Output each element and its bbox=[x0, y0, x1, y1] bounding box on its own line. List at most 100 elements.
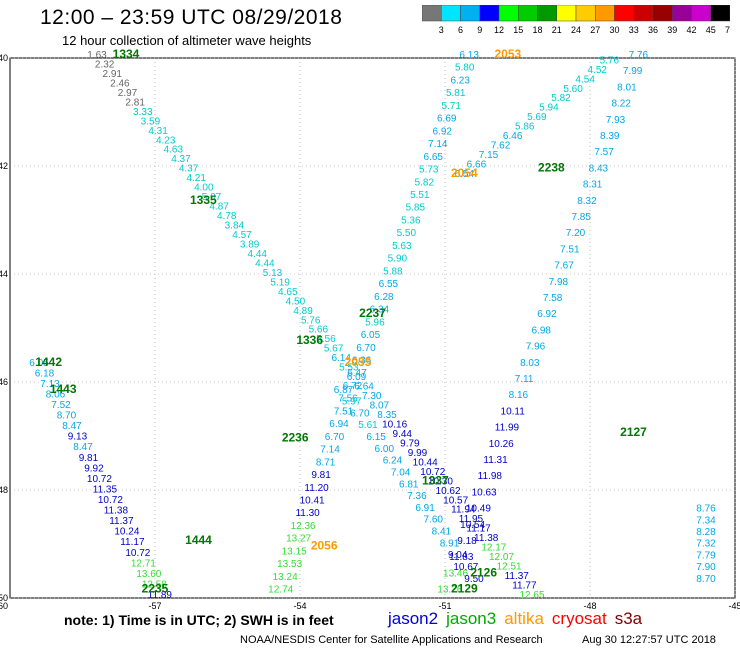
wave-height-value: 7.20 bbox=[566, 228, 586, 239]
wave-height-value: 12.74 bbox=[268, 585, 293, 596]
wave-height-value: 6.00 bbox=[375, 444, 395, 455]
latitude-tick-label: -44 bbox=[0, 269, 8, 279]
map-border bbox=[9, 57, 736, 599]
wave-height-value: 6.09 bbox=[347, 372, 367, 383]
pass-time-label: 1442 bbox=[35, 355, 62, 369]
wave-height-value: 4.37 bbox=[171, 154, 191, 165]
wave-height-value: 10.57 bbox=[443, 495, 468, 506]
wave-height-value: 6.70 bbox=[325, 432, 345, 443]
wave-height-value: 5.51 bbox=[410, 190, 430, 201]
wave-height-value: 6.47 bbox=[347, 368, 367, 379]
wave-height-value: 8.32 bbox=[577, 196, 597, 207]
wave-height-value: 7.32 bbox=[696, 539, 716, 550]
wave-height-value: 6.36 bbox=[352, 355, 372, 366]
wave-height-value: 11.31 bbox=[483, 455, 508, 466]
wave-height-value: 7.90 bbox=[696, 562, 716, 573]
wave-height-value: 11.38 bbox=[474, 533, 499, 544]
wave-height-value: 11.95 bbox=[459, 514, 484, 525]
wave-height-value: 10.72 bbox=[420, 467, 445, 478]
wave-height-value: 13.24 bbox=[273, 572, 298, 583]
pass-time-label: 2237 bbox=[359, 306, 386, 320]
pass-time-label: 1336 bbox=[296, 333, 323, 347]
map-frame bbox=[9, 57, 736, 599]
wave-height-value: 5.71 bbox=[441, 101, 461, 112]
wave-height-value: 5.56 bbox=[316, 334, 336, 345]
wave-height-value: 5.50 bbox=[397, 228, 417, 239]
wave-height-value: 7.51 bbox=[334, 406, 354, 417]
wave-height-value: 6.98 bbox=[531, 325, 551, 336]
wave-height-value: 2.91 bbox=[103, 69, 123, 80]
pass-time-label: 2054 bbox=[451, 166, 478, 180]
colorbar-label: 6 bbox=[458, 25, 463, 35]
wave-height-value: 8.41 bbox=[432, 527, 452, 538]
wave-height-value: 7.96 bbox=[526, 342, 546, 353]
wave-height-value: 12.17 bbox=[481, 543, 506, 554]
wave-height-value: 10.41 bbox=[300, 496, 325, 507]
wave-height-value: 7.79 bbox=[696, 550, 716, 561]
wave-height-value: 3.33 bbox=[133, 107, 153, 118]
footnote: note: 1) Time is in UTC; 2) SWH is in fe… bbox=[64, 612, 334, 628]
pass-time-label: 1335 bbox=[190, 193, 217, 207]
wave-height-value: 4.57 bbox=[232, 230, 252, 241]
wave-height-value: 7.58 bbox=[543, 293, 563, 304]
colorbar-label: 36 bbox=[648, 25, 658, 35]
wave-height-value: 11.30 bbox=[295, 508, 320, 519]
wave-height-value: 6.05 bbox=[361, 330, 381, 341]
pass-time-label: 1334 bbox=[113, 47, 140, 61]
wave-height-value: 5.61 bbox=[358, 420, 378, 431]
longitude-tick-label: -48 bbox=[583, 601, 596, 611]
colorbar-label: 70 bbox=[725, 25, 730, 35]
wave-height-value: 12.65 bbox=[519, 590, 544, 601]
wave-height-value: 10.30 bbox=[428, 476, 453, 487]
wave-height-value: 6.72 bbox=[343, 381, 363, 392]
wave-height-value: 6.65 bbox=[424, 152, 444, 163]
wave-height-value: 7.60 bbox=[423, 515, 443, 526]
wave-height-value: 3.84 bbox=[225, 221, 245, 232]
wave-height-value: 10.72 bbox=[125, 548, 150, 559]
wave-height-value: 7.36 bbox=[407, 491, 427, 502]
wave-height-value: 12.51 bbox=[497, 562, 522, 573]
wave-height-value: 6.55 bbox=[379, 279, 399, 290]
wave-height-value: 6.28 bbox=[374, 292, 394, 303]
wave-height-value: 5.36 bbox=[401, 215, 421, 226]
wave-height-value: 4.44 bbox=[255, 258, 275, 269]
wave-height-value: 11.99 bbox=[495, 423, 520, 434]
wave-height-value: 5.97 bbox=[342, 397, 362, 408]
wave-height-value: 13.46 bbox=[443, 568, 468, 579]
wave-height-value: 9.99 bbox=[408, 448, 428, 459]
wave-height-value: 11.94 bbox=[451, 505, 476, 516]
longitude-tick-label: -57 bbox=[148, 601, 161, 611]
wave-height-value: 7.14 bbox=[428, 139, 448, 150]
wave-height-value: 7.34 bbox=[696, 515, 716, 526]
wave-height-value: 6.70 bbox=[350, 408, 370, 419]
wave-height-value: 7.04 bbox=[391, 467, 411, 478]
colorbar-label: 30 bbox=[609, 25, 619, 35]
wave-height-labels: 1.632.322.912.462.972.813.333.594.314.23… bbox=[29, 47, 716, 601]
wave-height-value: 7.67 bbox=[554, 261, 574, 272]
wave-height-value: 5.88 bbox=[383, 266, 403, 277]
wave-height-value: 9.04 bbox=[448, 550, 468, 561]
pass-time-label: 1443 bbox=[50, 382, 77, 396]
wave-height-value: 11.83 bbox=[449, 552, 474, 563]
wave-height-value: 11.35 bbox=[93, 484, 118, 495]
wave-height-value: 9.81 bbox=[79, 453, 99, 464]
wave-height-value: 8.76 bbox=[696, 504, 716, 515]
wave-height-value: 13.53 bbox=[277, 559, 302, 570]
wave-height-value: 1.63 bbox=[87, 50, 107, 61]
wave-height-value: 11.17 bbox=[120, 537, 145, 548]
wave-height-value: 10.26 bbox=[489, 439, 514, 450]
wave-height-value: 9.92 bbox=[84, 463, 104, 474]
longitude-tick-label: -54 bbox=[293, 601, 306, 611]
wave-height-value: 4.23 bbox=[156, 135, 176, 146]
wave-height-value: 5.73 bbox=[419, 165, 439, 176]
colorbar-label: 21 bbox=[552, 25, 562, 35]
wave-height-value: 13.27 bbox=[286, 534, 311, 545]
wave-height-value: 10.49 bbox=[466, 504, 491, 515]
wave-height-value: 2.46 bbox=[110, 78, 130, 89]
wave-height-value: 13.60 bbox=[136, 569, 161, 580]
wave-height-value: 5.81 bbox=[446, 88, 466, 99]
wave-height-colorbar: 36912151821242730333639424570(ft) bbox=[422, 5, 730, 35]
wave-height-value: 10.16 bbox=[382, 419, 407, 430]
wave-height-value: 7.57 bbox=[594, 147, 614, 158]
